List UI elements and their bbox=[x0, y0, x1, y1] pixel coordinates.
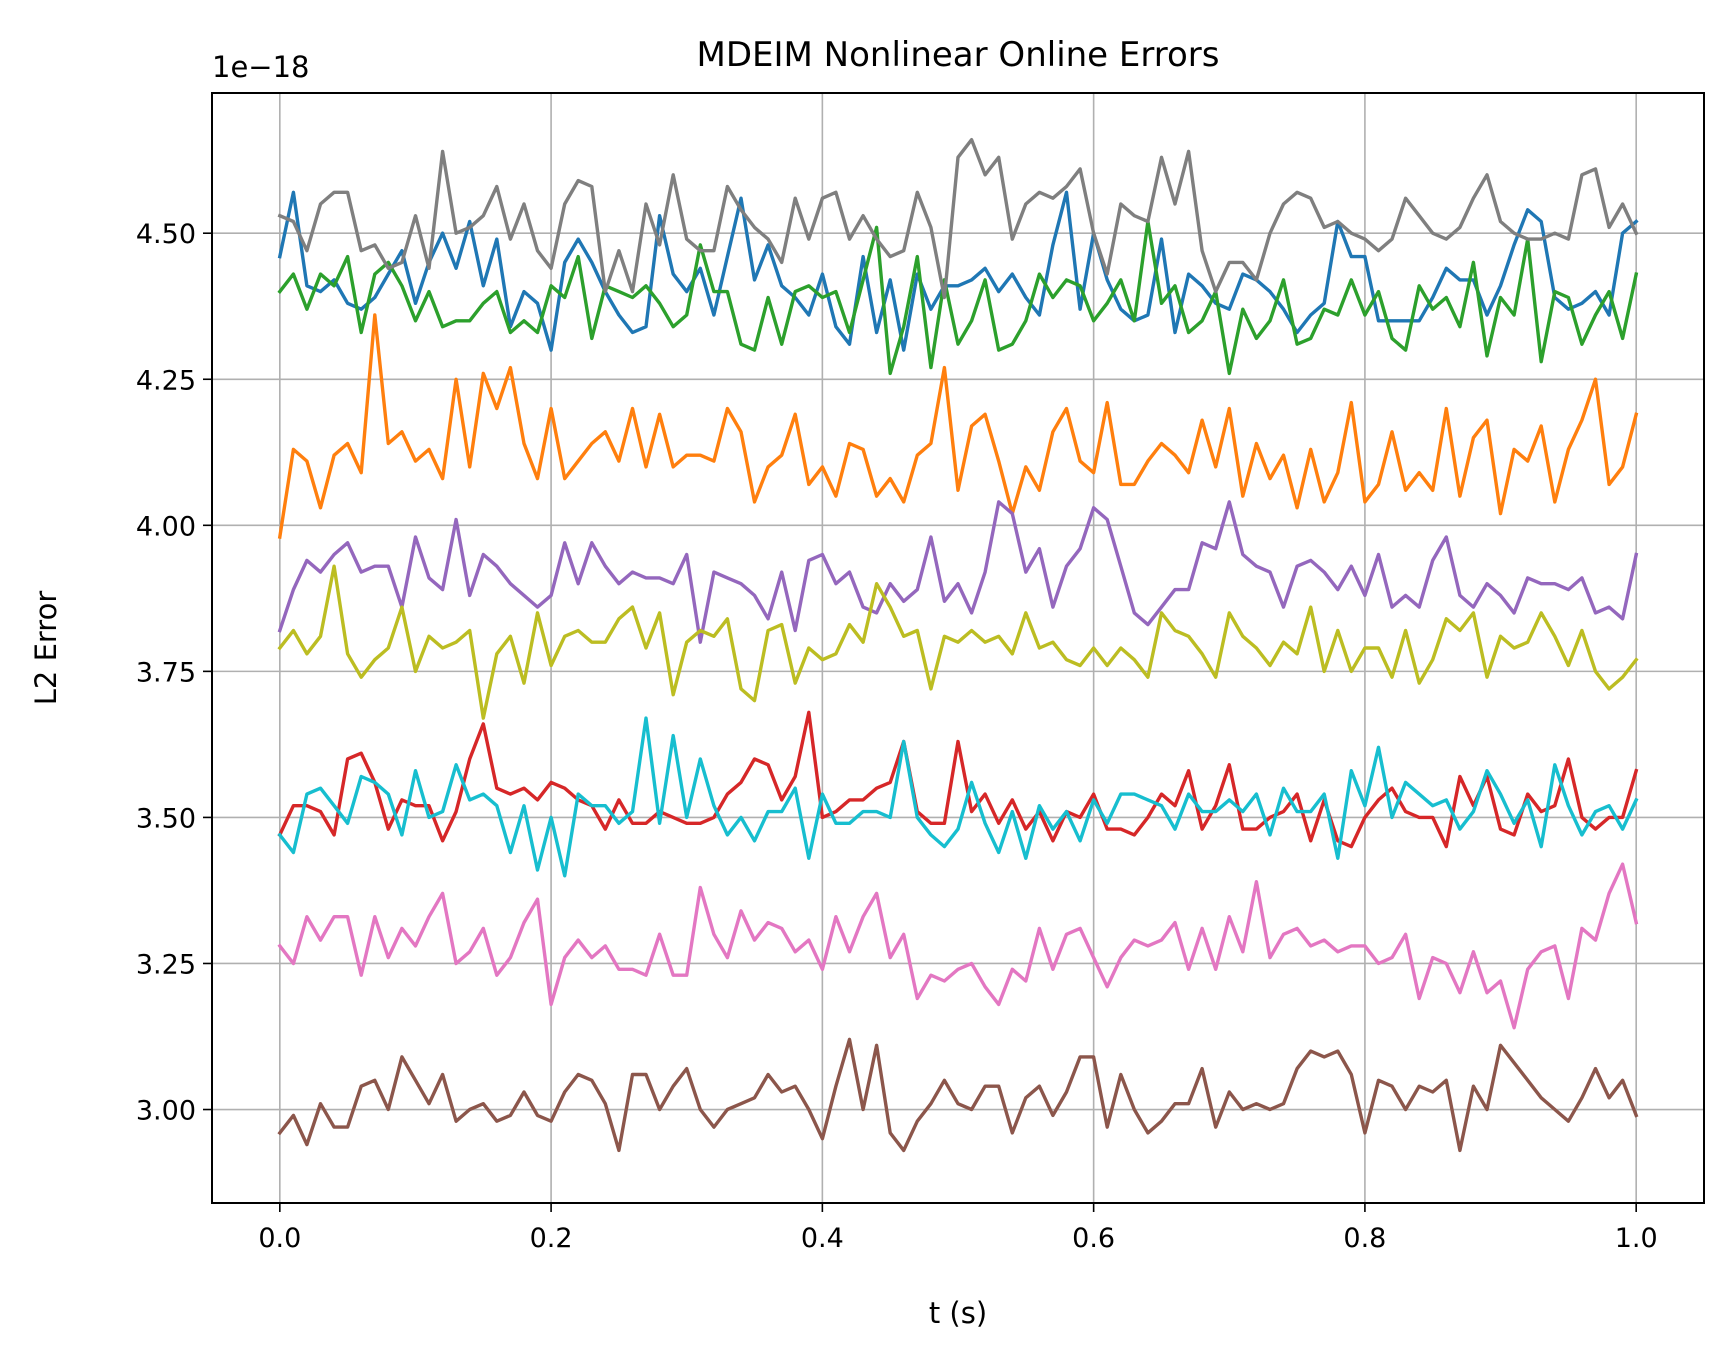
x-tick-label: 0.2 bbox=[530, 1223, 573, 1254]
axis-ticks: 0.0 0.2 0.4 0.6 0.8 1.0 3.00 3.25 3.50 3.75 4.00 4.… bbox=[136, 219, 1658, 1254]
series-line-9 bbox=[277, 564, 1639, 720]
series-line-10 bbox=[277, 716, 1639, 878]
x-tick-label: 0.8 bbox=[1343, 1223, 1386, 1254]
y-tick-label: 3.25 bbox=[136, 949, 196, 980]
series-line-3 bbox=[277, 219, 1639, 376]
x-axis-label: t (s) bbox=[929, 1296, 987, 1330]
plot-frame bbox=[211, 92, 1705, 1204]
y-tick-label: 4.00 bbox=[136, 511, 196, 542]
series-line-7 bbox=[277, 862, 1639, 1030]
series-group bbox=[277, 137, 1639, 1153]
chart-title: MDEIM Nonlinear Online Errors bbox=[697, 35, 1220, 75]
y-tick-label: 3.00 bbox=[136, 1096, 196, 1127]
series-line-2 bbox=[277, 313, 1639, 539]
x-tick-label: 0.4 bbox=[801, 1223, 844, 1254]
x-tick-label: 1.0 bbox=[1615, 1223, 1658, 1254]
y-tick-label: 4.25 bbox=[136, 365, 196, 396]
y-axis-label: L2 Error bbox=[29, 591, 63, 706]
y-tick-label: 3.75 bbox=[136, 657, 196, 688]
series-line-8 bbox=[277, 137, 1639, 300]
x-tick-label: 0.0 bbox=[258, 1223, 301, 1254]
series-line-5 bbox=[277, 500, 1639, 644]
y-tick-label: 4.50 bbox=[136, 219, 196, 250]
y-offset-label: 1e−18 bbox=[212, 50, 310, 84]
series-line-6 bbox=[277, 1037, 1639, 1153]
y-tick-label: 3.50 bbox=[136, 803, 196, 834]
series-line-4 bbox=[277, 710, 1639, 849]
x-tick-label: 0.6 bbox=[1072, 1223, 1115, 1254]
